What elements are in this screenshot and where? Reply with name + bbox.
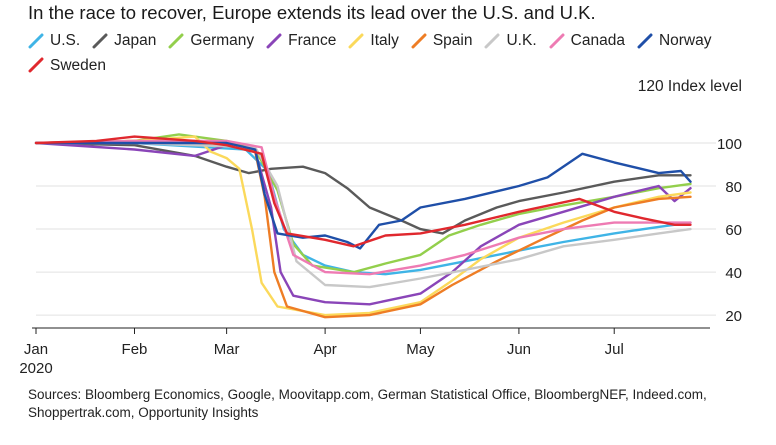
source-note: Sources: Bloomberg Economics, Google, Mo…	[28, 387, 707, 420]
legend-item-spain: Spain	[411, 30, 473, 51]
legend-item-sweden: Sweden	[28, 55, 106, 76]
x-tick-label: Jan	[24, 341, 48, 358]
y-axis-unit-label: 120 Index level	[637, 78, 742, 95]
legend-item-germany: Germany	[168, 30, 254, 51]
legend-swatch	[549, 33, 565, 49]
series-line-japan	[34, 141, 692, 235]
legend-swatch	[411, 33, 427, 49]
y-tick-label: 60	[725, 222, 742, 239]
y-tick-label: 40	[725, 265, 742, 282]
x-tick-year-label: 2020	[19, 360, 52, 377]
legend-swatch	[28, 57, 44, 73]
x-tick-label: Jul	[605, 341, 624, 358]
legend-label: Spain	[432, 32, 473, 49]
y-tick-label: 100	[717, 136, 742, 153]
line-chart: 20 40 60 80 100 Jan 2020 Feb Mar Apr May Jun Jul	[19, 133, 742, 377]
legend-swatch	[28, 33, 44, 49]
legend-item-u-s: U.S.	[28, 30, 80, 51]
x-tick-label: Mar	[214, 341, 240, 358]
x-tick-label: May	[406, 341, 435, 358]
series-line-canada	[34, 139, 692, 276]
legend-item-norway: Norway	[637, 30, 712, 51]
legend: U.S. Japan Germany France Italy Spain U.K. Cana…	[28, 30, 748, 79]
legend-item-u-k: U.K.	[484, 30, 537, 51]
series-line-sweden	[34, 135, 692, 248]
x-axis: Jan 2020 Feb Mar Apr May Jun Jul	[19, 327, 710, 377]
series-line-france	[34, 141, 692, 306]
legend-label: Japan	[114, 32, 157, 49]
series-line-italy	[34, 135, 692, 317]
legend-item-italy: Italy	[348, 30, 399, 51]
series-line-u-s	[34, 141, 692, 276]
chart-title: In the race to recover, Europe extends i…	[28, 2, 596, 23]
series-lines	[34, 133, 692, 319]
legend-label: Germany	[190, 32, 255, 49]
legend-swatch	[168, 33, 184, 49]
legend-label: Norway	[658, 32, 712, 49]
y-axis-ticks: 20 40 60 80 100	[717, 136, 742, 325]
x-tick-label: Apr	[313, 341, 336, 358]
x-tick-label: Jun	[507, 341, 531, 358]
legend-swatch	[484, 33, 500, 49]
legend-swatch	[266, 33, 282, 49]
legend-swatch	[92, 33, 108, 49]
legend-swatch	[348, 33, 364, 49]
legend-item-france: France	[266, 30, 336, 51]
legend-label: Sweden	[50, 56, 107, 74]
x-tick-label: Feb	[122, 341, 148, 358]
legend-label: U.S.	[50, 32, 81, 49]
legend-swatch	[637, 33, 653, 49]
legend-item-canada: Canada	[549, 30, 625, 51]
series-line-norway	[34, 141, 692, 250]
legend-label: Canada	[570, 32, 625, 49]
y-tick-label: 80	[725, 179, 742, 196]
legend-label: Italy	[370, 32, 399, 49]
y-tick-label: 20	[725, 308, 742, 325]
legend-item-japan: Japan	[92, 30, 156, 51]
legend-label: U.K.	[506, 32, 537, 49]
legend-label: France	[288, 32, 337, 49]
